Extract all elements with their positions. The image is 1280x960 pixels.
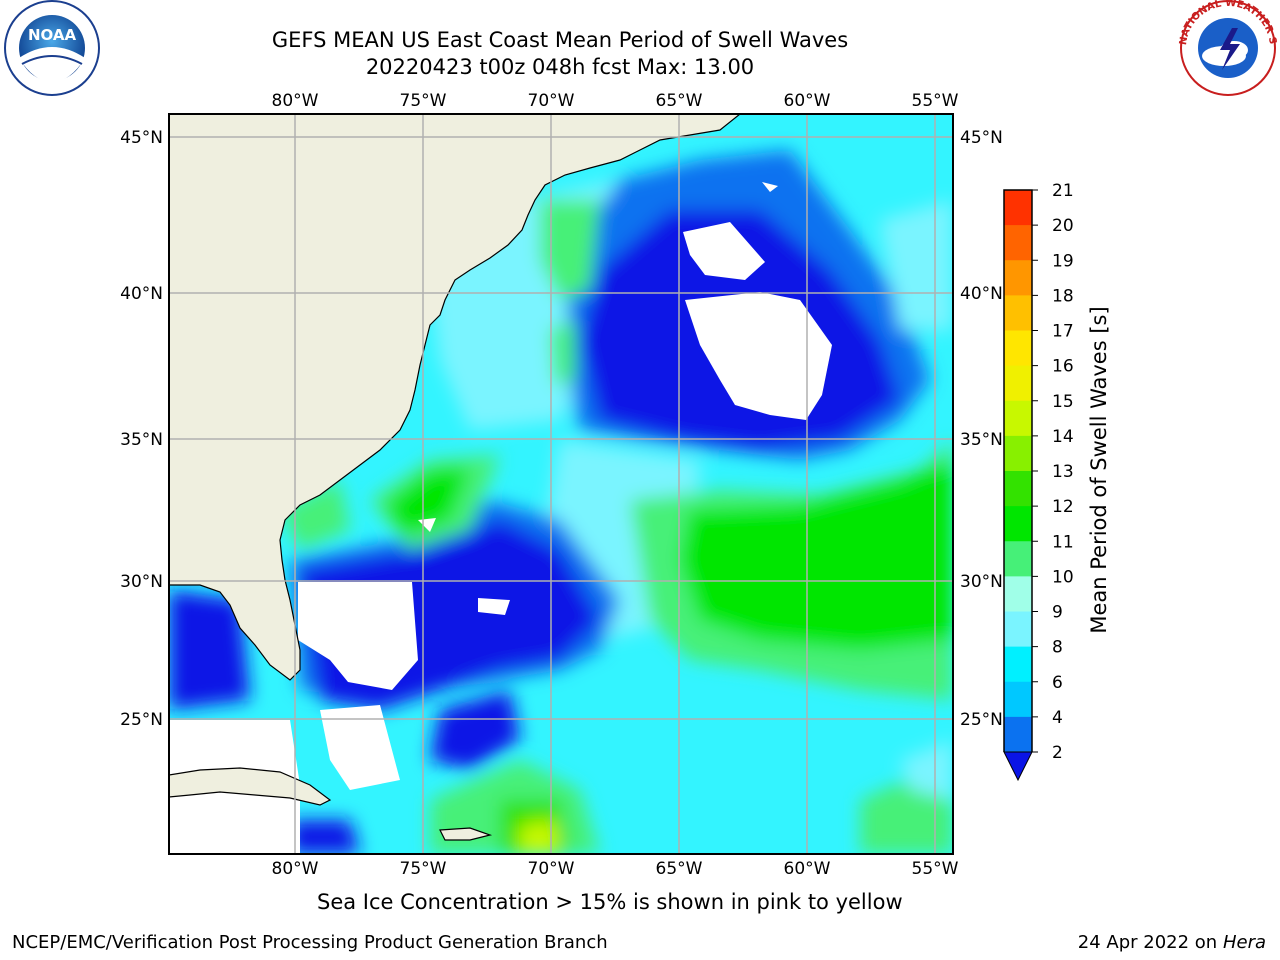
lon-tick-bottom: 80°W: [272, 859, 319, 879]
swell-period-field: [169, 150, 953, 854]
colorbar-tick-label: 20: [1052, 216, 1074, 236]
colorbar-swatch: [1004, 471, 1032, 507]
colorbar-tick-label: 16: [1052, 357, 1074, 377]
noaa-logo-text: NOAA: [28, 26, 77, 44]
colorbar-swatch: [1004, 225, 1032, 261]
colorbar: [1003, 189, 1033, 782]
lon-tick-top: 75°W: [400, 91, 447, 111]
lon-ticks-bottom: 80°W 75°W 70°W 65°W 60°W 55°W: [272, 859, 959, 879]
colorbar-tick-label: 11: [1052, 532, 1074, 552]
colorbar-tick-label: 4: [1052, 708, 1063, 728]
lat-ticks-left: 45°N 40°N 35°N 30°N 25°N: [120, 128, 163, 730]
lat-tick-left: 25°N: [120, 710, 163, 730]
lon-tick-top: 80°W: [272, 91, 319, 111]
colorbar-swatch: [1004, 541, 1032, 577]
chart-title: GEFS MEAN US East Coast Mean Period of S…: [271, 28, 849, 52]
colorbar-tick-label: 17: [1052, 322, 1074, 342]
lat-tick-right: 25°N: [960, 710, 1003, 730]
lon-tick-top: 55°W: [912, 91, 959, 111]
lon-tick-bottom: 65°W: [656, 859, 703, 879]
chart-subtitle: 20220423 t00z 048h fcst Max: 13.00: [365, 55, 755, 79]
lon-tick-bottom: 60°W: [784, 859, 831, 879]
colorbar-tick-labels: 2 4 6 8 9 10 11 12 13 14 15 16 17 18 19 20 21: [1032, 181, 1074, 763]
nws-logo: NATIONAL WEATHER SERVICE: [0, 0, 1278, 96]
colorbar-swatch: [1004, 365, 1032, 402]
colorbar-swatch: [1004, 330, 1032, 367]
colorbar-swatch: [1004, 681, 1032, 718]
lat-tick-left: 45°N: [120, 128, 163, 148]
lat-tick-left: 40°N: [120, 284, 163, 304]
footer-host: Hera: [1222, 932, 1266, 953]
colorbar-tick-label: 21: [1052, 181, 1074, 201]
gridlines: [169, 114, 953, 854]
colorbar-tick-label: 12: [1052, 497, 1074, 517]
lat-tick-right: 35°N: [960, 430, 1003, 450]
lon-tick-top: 70°W: [528, 91, 575, 111]
footer-date-text: 24 Apr 2022 on: [1077, 932, 1223, 953]
sea-ice-note: Sea Ice Concentration > 15% is shown in …: [317, 890, 903, 914]
map-area: [169, 114, 953, 854]
colorbar-tick-label: 8: [1052, 638, 1063, 658]
colorbar-under-arrow: [1003, 751, 1033, 782]
footer-credit: NCEP/EMC/Verification Post Processing Pr…: [12, 932, 608, 953]
noaa-logo: NOAA: [4, 0, 100, 96]
lon-tick-bottom: 55°W: [912, 859, 959, 879]
colorbar-swatch: [1004, 716, 1032, 753]
colorbar-swatch: [1004, 190, 1032, 226]
colorbar-tick-label: 6: [1052, 673, 1063, 693]
colorbar-tick-label: 2: [1052, 743, 1063, 763]
colorbar-swatch: [1004, 506, 1032, 542]
map-frame: [168, 113, 954, 855]
colorbar-tick-label: 14: [1052, 427, 1074, 447]
colorbar-swatch: [1004, 295, 1032, 331]
colorbar-label: Mean Period of Swell Waves [s]: [1087, 306, 1111, 633]
lon-tick-top: 60°W: [784, 91, 831, 111]
lat-tick-right: 45°N: [960, 128, 1003, 148]
lon-tick-top: 65°W: [656, 91, 703, 111]
lon-tick-bottom: 75°W: [400, 859, 447, 879]
colorbar-tick-label: 9: [1052, 603, 1063, 623]
lat-tick-right: 40°N: [960, 284, 1003, 304]
lon-tick-bottom: 70°W: [528, 859, 575, 879]
colorbar-tick-label: 19: [1052, 251, 1074, 271]
colorbar-swatch: [1004, 576, 1032, 612]
lat-tick-right: 30°N: [960, 572, 1003, 592]
land-mask: [169, 114, 741, 841]
lat-tick-left: 30°N: [120, 572, 163, 592]
colorbar-tick-label: 15: [1052, 392, 1074, 412]
colorbar-swatch: [1004, 400, 1032, 437]
lon-ticks-top: 80°W 75°W 70°W 65°W 60°W 55°W: [272, 91, 959, 111]
colorbar-swatch: [1004, 260, 1032, 296]
colorbar-tick-label: 18: [1052, 286, 1074, 306]
colorbar-tick-label: 13: [1052, 462, 1074, 482]
colorbar-swatch: [1004, 435, 1032, 472]
colorbar-tick-label: 10: [1052, 567, 1074, 587]
footer-date: 24 Apr 2022 on Hera: [1078, 932, 1266, 953]
lat-tick-left: 35°N: [120, 430, 163, 450]
lat-ticks-right: 45°N 40°N 35°N 30°N 25°N: [960, 128, 1003, 730]
nws-logo-text: NATIONAL WEATHER SERVICE: [0, 0, 1278, 46]
colorbar-swatch: [1004, 611, 1032, 648]
colorbar-swatch: [1004, 646, 1032, 683]
